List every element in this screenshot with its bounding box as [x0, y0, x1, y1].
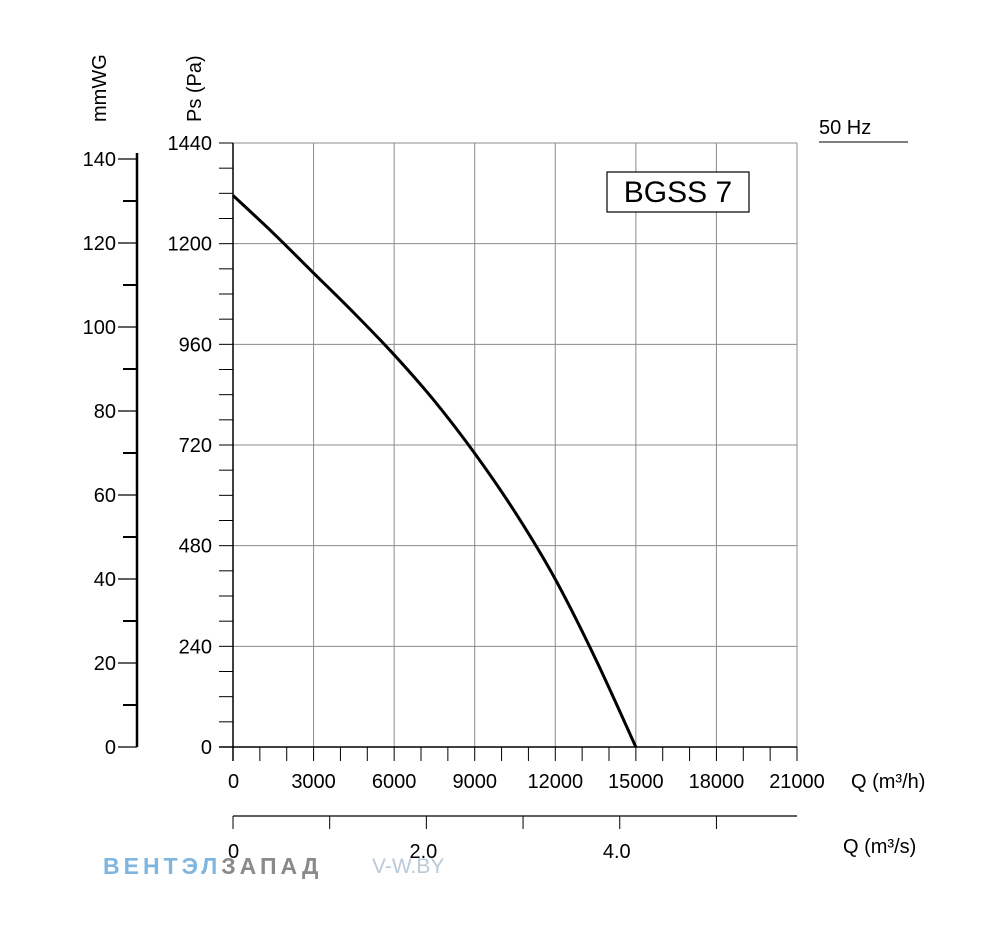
series-line	[231, 194, 638, 748]
y2-tick-label: 100	[83, 317, 116, 339]
y2-tick-label: 140	[83, 149, 116, 171]
x2-tick-label: 2.0	[409, 841, 437, 863]
x-tick-label: 18000	[689, 771, 745, 793]
y2-tick-label: 0	[105, 737, 116, 759]
grid	[232, 142, 798, 748]
watermark-part2: ЗАПАД	[221, 853, 323, 879]
watermark-site: V-W.BY	[372, 855, 445, 878]
minor-ticks	[219, 142, 798, 761]
x2-tick-label: 4.0	[603, 841, 631, 863]
frequency-label: 50 Hz	[819, 117, 871, 139]
series-group	[231, 194, 638, 748]
y-tick-label: 960	[179, 334, 212, 356]
y-tick-label: 720	[179, 435, 212, 457]
x2-tick-label: 0	[228, 841, 239, 863]
y-tick-label: 1200	[168, 234, 213, 256]
y2-tick-label: 40	[94, 569, 116, 591]
x-tick-label: 21000	[769, 771, 825, 793]
model-label-box	[606, 171, 750, 213]
y-tick-label: 1440	[168, 133, 213, 155]
y-tick-label: 480	[179, 536, 212, 558]
y2-tick-label: 60	[94, 485, 116, 507]
x2-axis-label: Q (m³/s)	[843, 836, 916, 858]
model-label: BGSS 7	[624, 176, 732, 209]
x-tick-label: 12000	[527, 771, 583, 793]
x-tick-label: 3000	[291, 771, 336, 793]
y2-axis-label: mmWG	[89, 54, 111, 122]
y-axis-label: Ps (Pa)	[184, 55, 206, 122]
watermark-logo: ВЕНТЭЛЗАПАД	[103, 853, 322, 880]
y-tick-label: 240	[179, 636, 212, 658]
x-axis-label: Q (m³/h)	[851, 771, 925, 793]
x-tick-label: 0	[228, 771, 239, 793]
y2-tick-label: 80	[94, 401, 116, 423]
x-tick-label: 9000	[452, 771, 497, 793]
y2-tick-label: 20	[94, 653, 116, 675]
watermark-part1: ВЕНТЭЛ	[103, 853, 222, 879]
x-tick-label: 15000	[608, 771, 664, 793]
y-tick-label: 0	[201, 737, 212, 759]
y2-tick-label: 120	[83, 233, 116, 255]
axes	[118, 143, 797, 829]
x-tick-label: 6000	[372, 771, 417, 793]
